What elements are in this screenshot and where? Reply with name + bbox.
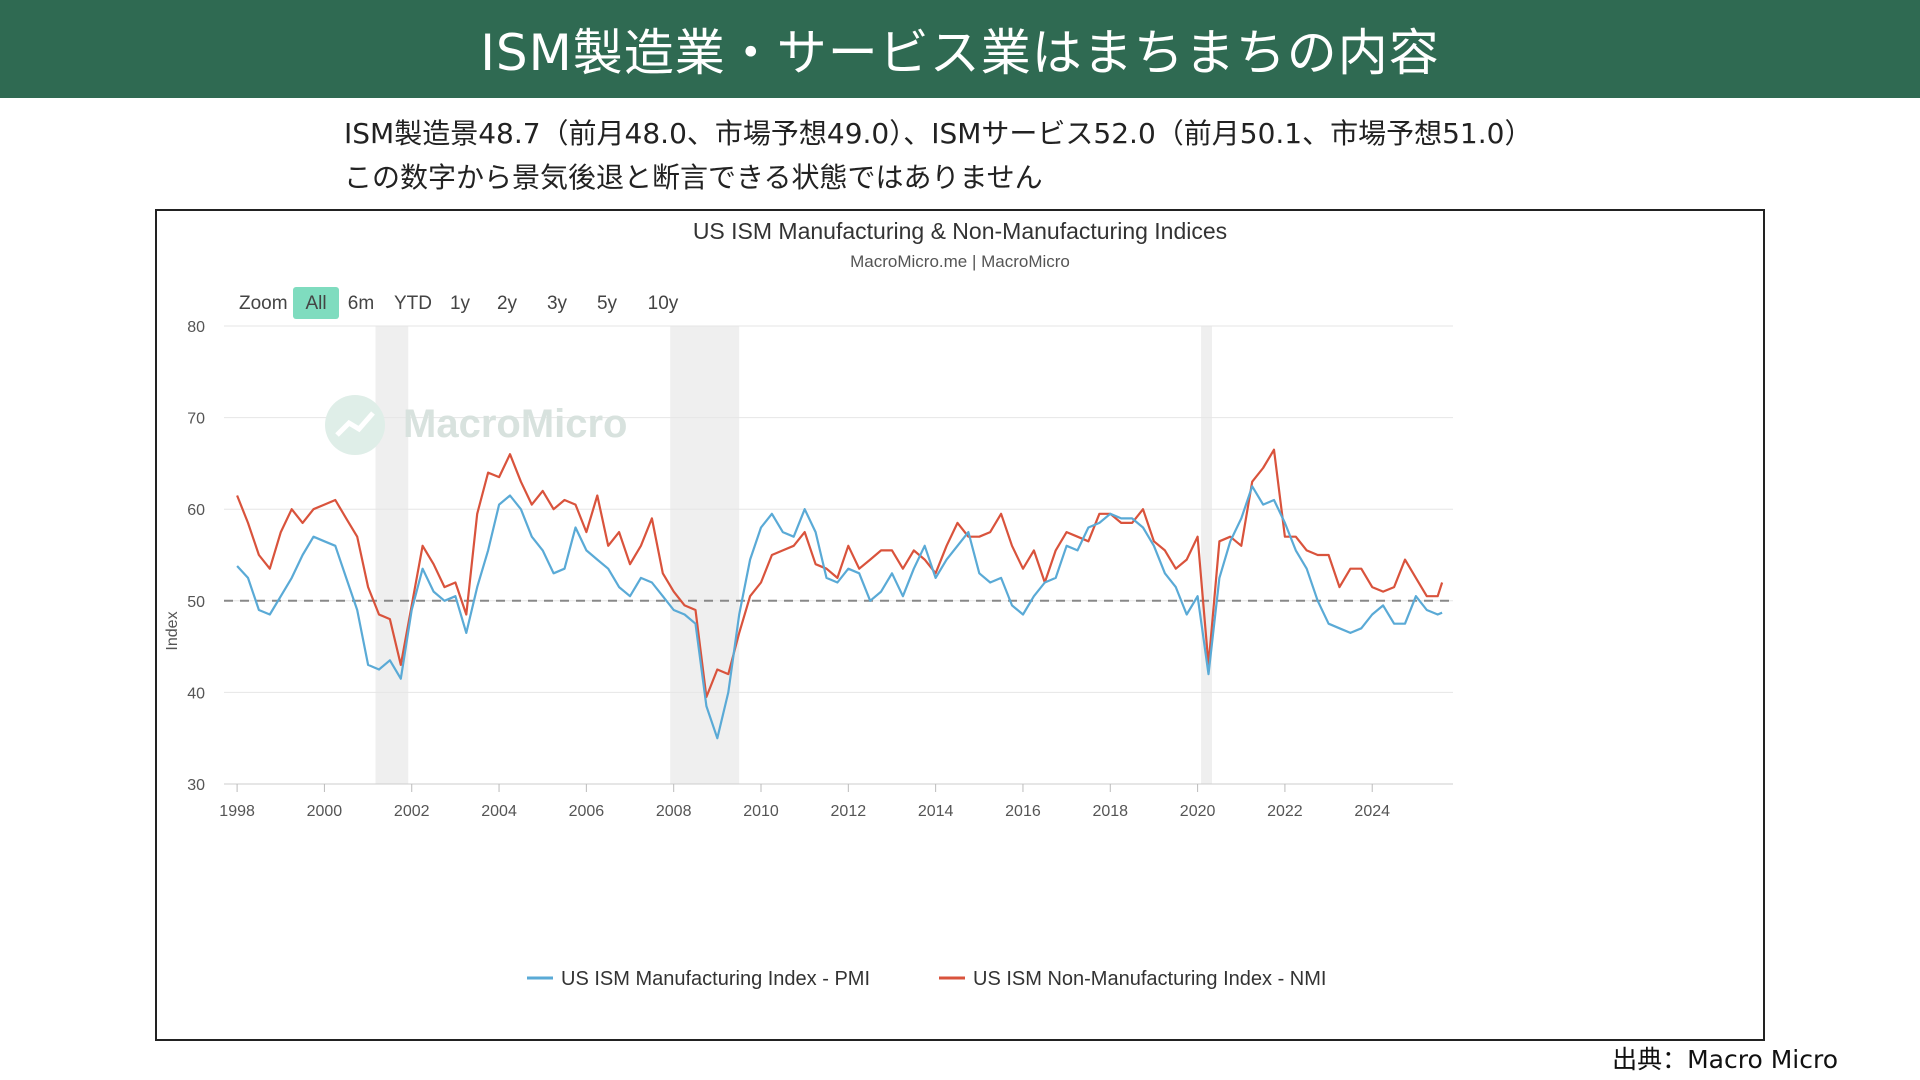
zoom-bar: Zoom All 6m YTD 1y 2y 3y 5y 10y — [239, 287, 679, 319]
watermark-logo-mark — [335, 411, 375, 437]
zoom-button-2y[interactable]: 2y — [497, 293, 518, 314]
gridlines — [224, 325, 1453, 785]
x-tick-label: 2024 — [1354, 803, 1390, 820]
y-tick-label: 40 — [187, 685, 205, 702]
y-tick-label: 60 — [187, 502, 205, 519]
summary-line-2: この数字から景気後退と断言できる状態ではありません — [344, 161, 1043, 194]
chart-subtitle: MacroMicro.me | MacroMicro — [850, 252, 1070, 271]
zoom-button-5y[interactable]: 5y — [597, 293, 618, 314]
x-tick-label: 2010 — [743, 803, 779, 820]
summary-text: ISM製造景48.7（前月48.0、市場予想49.0）、ISMサービス52.0（… — [344, 112, 1844, 200]
zoom-button-label: 6m — [348, 293, 374, 314]
x-tick-label: 2012 — [831, 803, 867, 820]
axes: 30 40 50 60 70 80 1998 2000 2002 2004 2006 2008 2010… — [187, 319, 1453, 820]
recession-bands — [375, 326, 1213, 784]
zoom-button-label: 1y — [450, 293, 471, 314]
legend-label: US ISM Non-Manufacturing Index - NMI — [973, 968, 1326, 990]
y-tick-label: 50 — [187, 594, 205, 611]
pmi-series-line — [236, 485, 1443, 740]
x-tick-label: 2008 — [656, 803, 692, 820]
banner-title: ISM製造業・サービス業はまちまちの内容 — [480, 24, 1440, 82]
zoom-button-label: All — [305, 293, 326, 314]
zoom-button-label: YTD — [394, 293, 432, 314]
ism-chart: MacroMicro 30 40 50 60 70 80 1998 2000 2002 2004 2… — [164, 218, 1453, 990]
zoom-button-highlight — [293, 287, 339, 319]
chart-frame: MacroMicro 30 40 50 60 70 80 1998 2000 2002 2004 2… — [155, 209, 1765, 1041]
y-tick-label: 70 — [187, 411, 205, 428]
y-tick-label: 30 — [187, 777, 205, 794]
title-banner: ISM製造業・サービス業はまちまちの内容 — [0, 0, 1920, 98]
macromicro-watermark: MacroMicro — [403, 402, 628, 446]
zoom-button-label: 2y — [497, 293, 518, 314]
x-tick-label: 2020 — [1180, 803, 1216, 820]
x-tick-label: 2002 — [394, 803, 430, 820]
source-credit: 出典：Macro Micro — [1612, 1045, 1838, 1074]
y-axis-label: Index — [164, 611, 181, 650]
zoom-button-10y[interactable]: 10y — [648, 293, 679, 314]
legend[interactable]: US ISM Manufacturing Index - PMI US ISM N… — [527, 968, 1326, 990]
x-tick-label: 2022 — [1267, 803, 1303, 820]
x-tick-label: 2018 — [1092, 803, 1128, 820]
x-tick-label: 2000 — [307, 803, 343, 820]
y-tick-label: 80 — [187, 319, 205, 336]
x-tick-label: 2014 — [918, 803, 954, 820]
zoom-button-label: 5y — [597, 293, 618, 314]
nmi-series-line — [236, 448, 1444, 699]
legend-item-nmi[interactable]: US ISM Non-Manufacturing Index - NMI — [939, 968, 1326, 990]
x-tick-label: 2016 — [1005, 803, 1041, 820]
zoom-label: Zoom — [239, 293, 288, 314]
x-tick-label: 2006 — [569, 803, 605, 820]
zoom-button-3y[interactable]: 3y — [547, 293, 568, 314]
x-tick-label: 1998 — [219, 803, 255, 820]
legend-item-pmi[interactable]: US ISM Manufacturing Index - PMI — [527, 968, 870, 990]
summary-line-1: ISM製造景48.7（前月48.0、市場予想49.0）、ISMサービス52.0（… — [344, 117, 1533, 150]
zoom-button-ytd[interactable]: YTD — [394, 293, 432, 314]
series-lines — [236, 448, 1444, 740]
recession-band — [375, 326, 409, 784]
zoom-button-6m[interactable]: 6m — [348, 293, 374, 314]
zoom-button-all[interactable]: All — [293, 287, 339, 319]
x-tick-label: 2004 — [481, 803, 517, 820]
zoom-button-label: 10y — [648, 293, 679, 314]
legend-label: US ISM Manufacturing Index - PMI — [561, 968, 870, 990]
recession-band — [670, 326, 740, 784]
recession-band — [1201, 326, 1213, 784]
zoom-button-1y[interactable]: 1y — [450, 293, 471, 314]
zoom-button-label: 3y — [547, 293, 568, 314]
chart-title: US ISM Manufacturing & Non-Manufacturing… — [693, 218, 1227, 244]
